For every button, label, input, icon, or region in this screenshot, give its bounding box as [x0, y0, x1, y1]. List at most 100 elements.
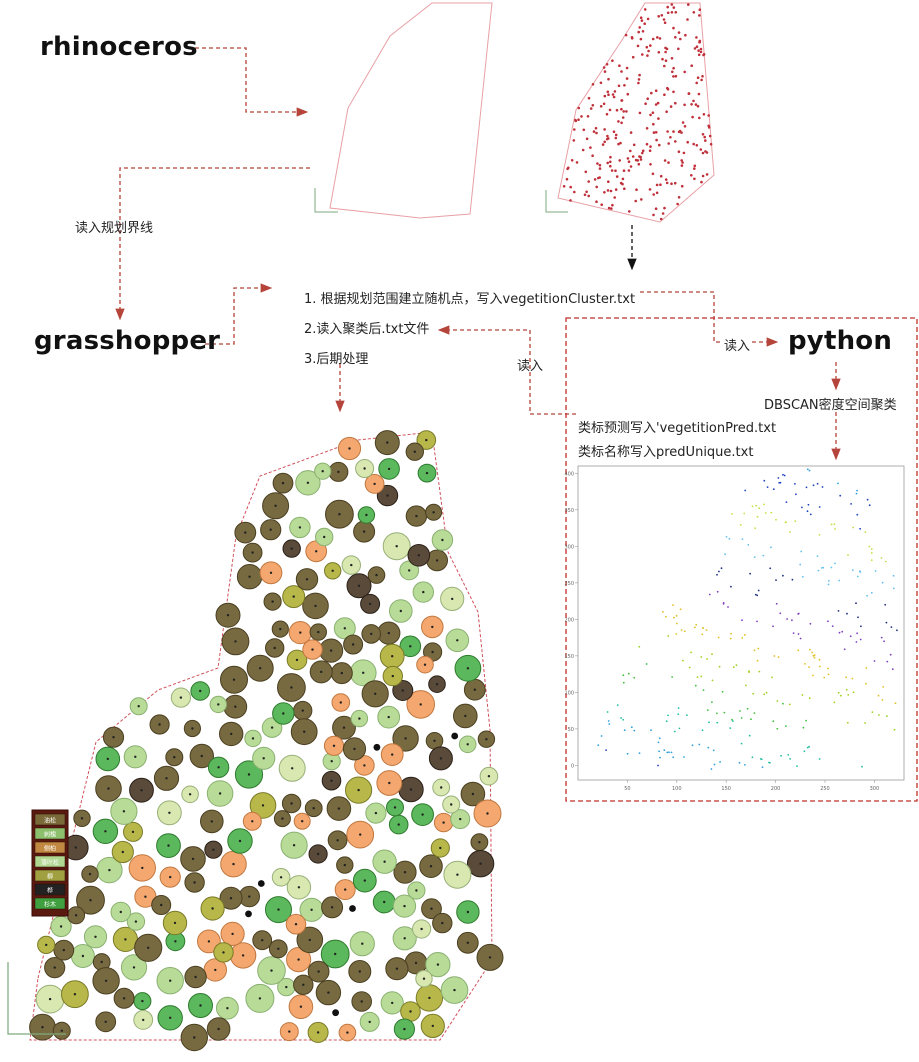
tree-center: [74, 914, 78, 917]
cluster-point: [839, 494, 842, 497]
tree-center: [193, 1036, 196, 1039]
random-point: [701, 151, 705, 155]
tree-center: [45, 943, 48, 947]
cluster-point: [732, 720, 734, 722]
random-point: [622, 169, 626, 172]
dbscan-label: DBSCAN密度空间聚类: [764, 398, 897, 413]
tree-center: [466, 941, 469, 944]
random-point: [651, 37, 655, 41]
tree-center: [439, 846, 442, 850]
planting-site-boundary: [29, 431, 493, 1041]
random-point: [606, 90, 610, 94]
tree-center: [339, 701, 342, 704]
random-point: [640, 19, 644, 22]
cluster-point: [791, 619, 793, 622]
cluster-point: [845, 688, 848, 691]
cluster-point: [694, 684, 697, 687]
tree-center: [169, 875, 172, 879]
random-point: [674, 11, 678, 14]
cluster-point: [739, 710, 741, 712]
tree-center: [60, 1029, 63, 1032]
tree-center: [363, 764, 366, 767]
tree-center: [261, 804, 265, 807]
cluster-point: [772, 720, 775, 723]
cluster-point: [833, 701, 836, 704]
cluster-point: [750, 718, 752, 721]
random-point: [569, 185, 572, 189]
random-point: [629, 149, 632, 153]
random-point: [575, 161, 579, 164]
random-point: [672, 6, 676, 9]
tree-center: [486, 812, 489, 815]
random-point: [584, 170, 588, 174]
random-point: [585, 137, 589, 141]
random-point: [686, 18, 689, 21]
cluster-point: [741, 538, 744, 540]
random-point: [664, 46, 667, 50]
tree-center: [331, 569, 334, 572]
tree-center: [299, 1005, 303, 1008]
tree-center: [279, 627, 282, 631]
random-point: [680, 184, 684, 188]
cluster-point: [746, 707, 749, 710]
random-point: [639, 37, 643, 41]
cluster-point: [812, 674, 814, 677]
cluster-point: [668, 751, 670, 754]
tree-center: [473, 688, 476, 691]
cluster-point: [597, 744, 600, 747]
cluster-point: [690, 651, 692, 654]
tree-center: [403, 904, 406, 908]
tree-center: [330, 779, 333, 782]
cluster-point: [722, 602, 725, 604]
random-point: [645, 142, 649, 146]
cluster-point: [683, 630, 686, 633]
cluster-point: [620, 717, 622, 719]
random-point: [683, 103, 686, 107]
random-point: [607, 206, 611, 210]
cluster-point: [828, 580, 830, 582]
random-point: [639, 16, 643, 20]
cluster-point: [794, 483, 796, 485]
tree-center: [285, 985, 288, 989]
tree-center: [73, 993, 77, 996]
random-point: [629, 131, 633, 134]
random-point: [699, 47, 703, 51]
tree-center: [259, 667, 262, 670]
cluster-point: [773, 655, 776, 657]
random-point: [709, 142, 713, 146]
cluster-point: [758, 670, 761, 673]
tree-center: [315, 550, 318, 553]
tree-center: [409, 645, 412, 648]
tree-center: [112, 736, 115, 739]
cluster-point: [757, 647, 760, 650]
arrow-rhino-to-boundary: [188, 47, 309, 117]
tree-center: [169, 1016, 172, 1019]
random-points-outline: [557, 2, 715, 223]
cluster-point: [672, 756, 675, 759]
tree-center: [251, 820, 254, 823]
cluster-point: [868, 545, 871, 548]
random-point: [696, 104, 700, 108]
tree-center: [194, 975, 197, 979]
random-point: [638, 111, 642, 115]
tree-center: [193, 881, 196, 884]
random-point: [687, 3, 690, 6]
random-point: [637, 78, 641, 81]
cluster-point: [747, 544, 750, 546]
tree-center: [288, 1030, 291, 1033]
tree-center: [104, 1020, 107, 1023]
cluster-point: [775, 602, 778, 605]
random-point: [621, 177, 625, 181]
cluster-point: [794, 520, 797, 523]
cluster-point: [671, 676, 673, 678]
random-point: [628, 210, 631, 213]
legend-label: 刺槐: [44, 831, 56, 839]
tree-center: [351, 643, 355, 646]
random-point: [671, 70, 674, 74]
tree-center: [277, 947, 280, 950]
random-point: [620, 121, 623, 125]
cluster-point: [870, 548, 873, 550]
cluster-point: [627, 672, 630, 675]
cluster-point: [675, 633, 678, 635]
